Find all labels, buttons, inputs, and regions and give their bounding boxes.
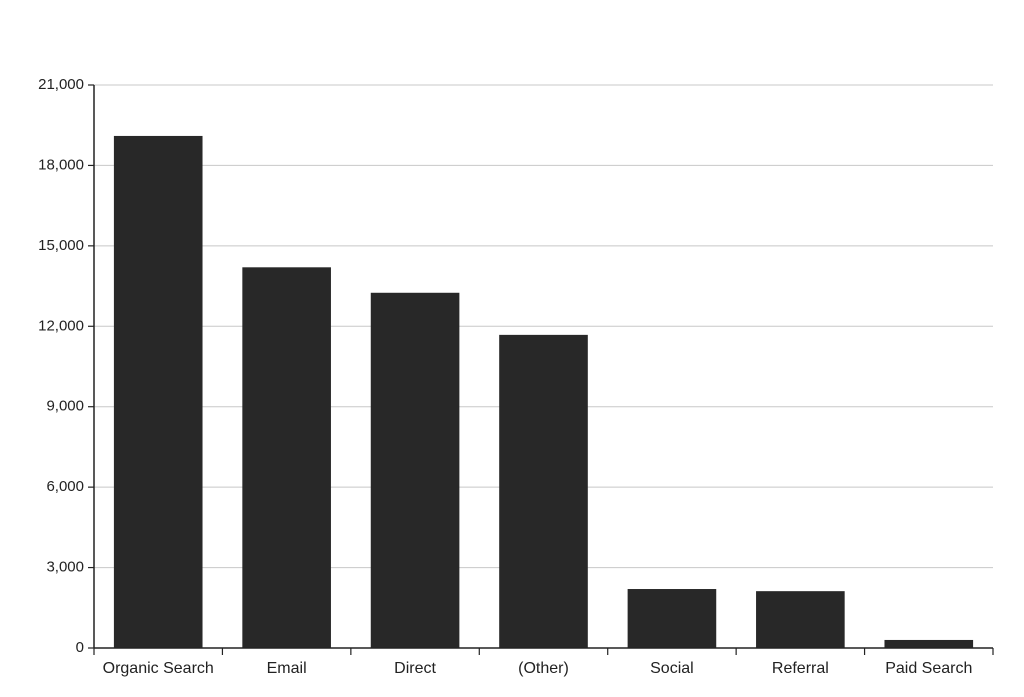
x-tick-label: Paid Search [885, 660, 972, 677]
bar [756, 591, 845, 648]
y-tick-label: 3,000 [46, 559, 84, 576]
bar [113, 135, 203, 648]
x-tick-label: Social [650, 660, 694, 677]
x-tick-label: Email [267, 660, 307, 677]
y-tick-label: 0 [76, 639, 84, 656]
y-tick-label: 12,000 [38, 317, 84, 334]
x-tick-label: (Other) [518, 660, 569, 677]
bar [370, 292, 460, 648]
bar [499, 334, 588, 648]
x-tick-label: Direct [394, 660, 436, 677]
y-tick-label: 6,000 [46, 478, 84, 495]
bar [627, 589, 717, 648]
x-tick-label: Organic Search [103, 660, 214, 677]
y-tick-label: 9,000 [46, 398, 84, 415]
y-tick-label: 15,000 [38, 237, 84, 254]
y-tick-label: 21,000 [38, 76, 84, 93]
y-tick-label: 18,000 [38, 156, 84, 173]
x-tick-label: Referral [772, 660, 829, 677]
bar [884, 639, 974, 648]
tick-labels: 0 3,000 6,000 9,000 12,000 15,000 18,000 21,000… [38, 76, 972, 677]
axes [88, 84, 994, 655]
bar [242, 267, 331, 648]
bars [113, 135, 974, 648]
